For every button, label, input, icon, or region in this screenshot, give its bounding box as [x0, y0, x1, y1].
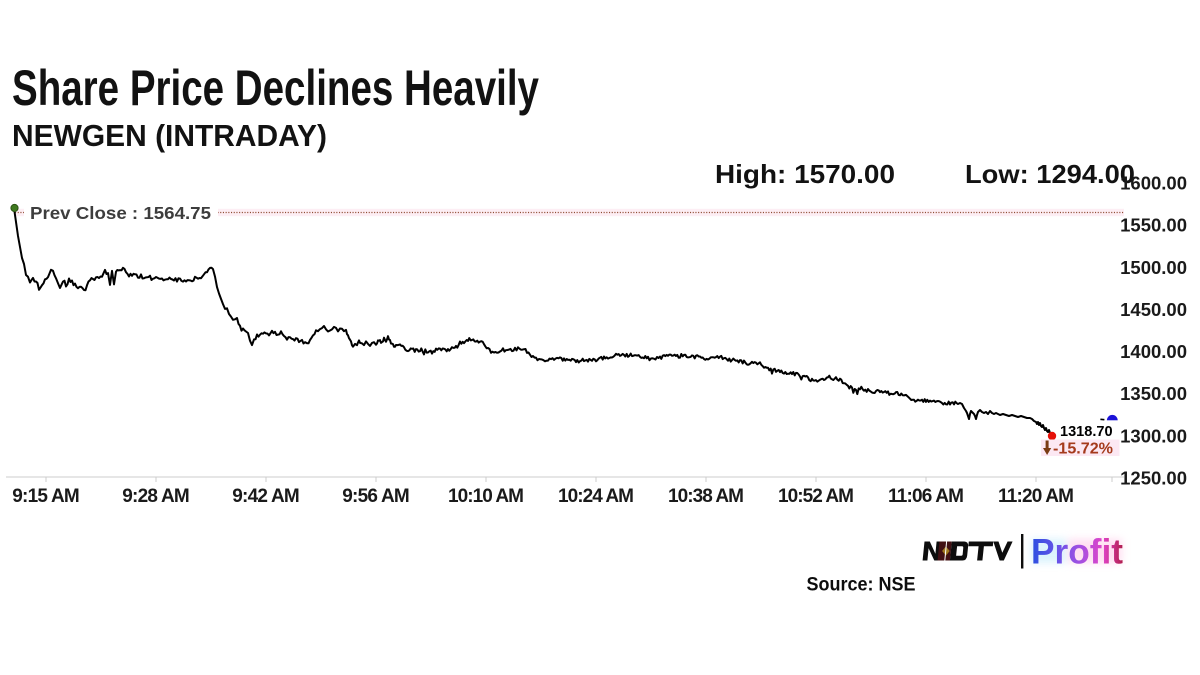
svg-text:NEWGEN (INTRADAY): NEWGEN (INTRADAY): [12, 118, 327, 153]
svg-text:Low: 1294.00: Low: 1294.00: [965, 159, 1135, 189]
svg-text:Prev Close : 1564.75: Prev Close : 1564.75: [30, 203, 211, 223]
svg-text:1500.00: 1500.00: [1120, 257, 1187, 278]
svg-text:9:15 AM: 9:15 AM: [12, 486, 80, 507]
svg-text:11:06 AM: 11:06 AM: [888, 486, 964, 507]
svg-text:1300.00: 1300.00: [1120, 425, 1187, 446]
svg-text:Share Price Declines Heavily: Share Price Declines Heavily: [12, 60, 539, 116]
svg-text:1600.00: 1600.00: [1120, 173, 1187, 194]
svg-text:11:20 AM: 11:20 AM: [998, 486, 1074, 507]
svg-text:1550.00: 1550.00: [1120, 215, 1187, 236]
svg-text:1400.00: 1400.00: [1120, 341, 1187, 362]
svg-text:Profit: Profit: [1031, 533, 1123, 572]
svg-text:9:56 AM: 9:56 AM: [342, 486, 410, 507]
svg-text:10:24 AM: 10:24 AM: [558, 486, 634, 507]
svg-text:Source: NSE: Source: NSE: [807, 575, 916, 596]
svg-text:1318.70: 1318.70: [1060, 423, 1113, 440]
svg-text:10:52 AM: 10:52 AM: [778, 486, 854, 507]
svg-text:1350.00: 1350.00: [1120, 383, 1187, 404]
svg-text:High: 1570.00: High: 1570.00: [715, 159, 895, 189]
svg-text:1450.00: 1450.00: [1120, 299, 1187, 320]
svg-text:9:42 AM: 9:42 AM: [232, 486, 300, 507]
svg-text:-15.72%: -15.72%: [1053, 441, 1113, 458]
svg-text:10:10 AM: 10:10 AM: [448, 486, 524, 507]
svg-text:1250.00: 1250.00: [1120, 468, 1187, 489]
svg-text:9:28 AM: 9:28 AM: [122, 486, 190, 507]
svg-text:10:38 AM: 10:38 AM: [668, 486, 744, 507]
